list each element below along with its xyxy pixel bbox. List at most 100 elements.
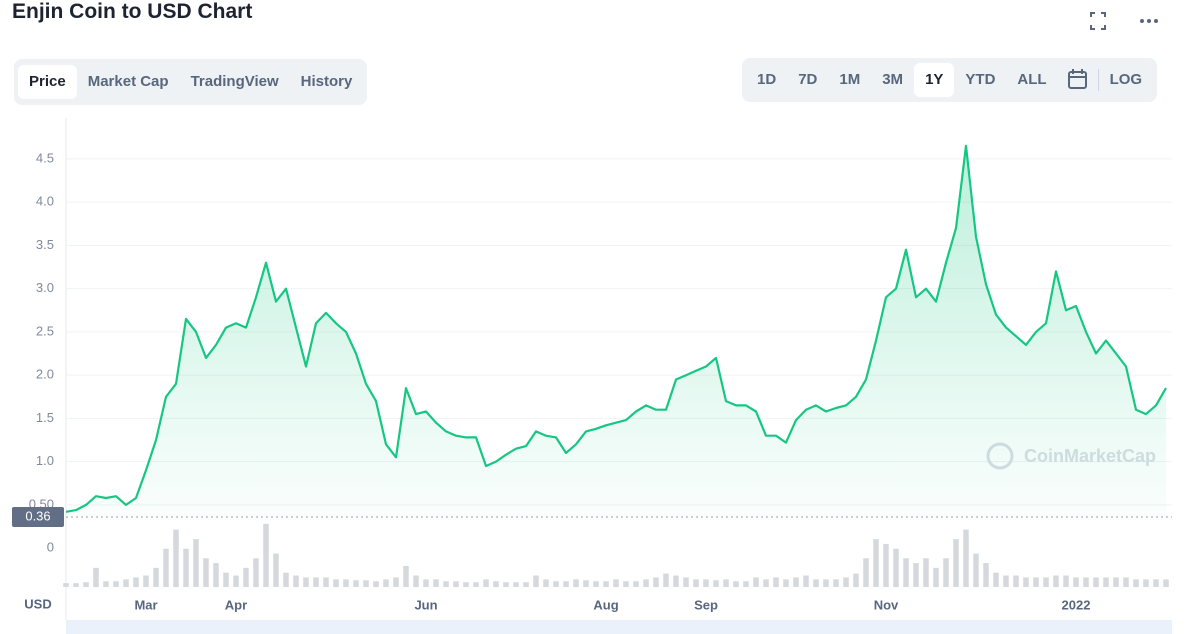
fullscreen-icon[interactable] [1090, 12, 1106, 30]
range-button[interactable]: 3M [882, 71, 904, 88]
volume-bar [773, 577, 779, 587]
more-dot [1154, 19, 1158, 23]
x-tick-label: Jun [414, 597, 437, 612]
volume-bar [1013, 575, 1019, 587]
volume-bar [413, 575, 419, 587]
y-tick-label: 4.5 [36, 150, 54, 165]
volume-bar [763, 579, 769, 587]
volume-bar [443, 581, 449, 587]
more-icon[interactable] [1140, 19, 1144, 23]
volume-bar [63, 583, 69, 587]
x-tick-label: Nov [874, 597, 899, 612]
volume-bar [953, 539, 959, 587]
range-group: 1D 7D 1M 3M 1Y YTD ALL LOG [742, 58, 1158, 102]
log-button[interactable]: LOG [1109, 71, 1143, 88]
volume-bar [213, 563, 219, 587]
x-tick-label: Apr [225, 597, 247, 612]
y-tick-label: 2.5 [36, 323, 54, 338]
volume-bar [723, 579, 729, 587]
volume-bar [293, 575, 299, 587]
tab[interactable]: History [300, 73, 353, 90]
price-line [65, 144, 1167, 513]
volume-bar [823, 579, 829, 587]
volume-bar [483, 579, 489, 587]
price-area [66, 145, 1166, 517]
volume-bar [1153, 579, 1159, 587]
y-tick-label: 4.0 [36, 194, 54, 209]
volume-bar [513, 582, 519, 587]
volume-bar [403, 565, 409, 587]
divider [1097, 69, 1099, 91]
volume-bar [913, 563, 919, 587]
marker-label: 0.36 [25, 508, 50, 523]
volume-bar [1003, 575, 1009, 587]
range-button[interactable]: 7D [798, 71, 818, 88]
volume-bar [303, 577, 309, 587]
volume-bar [563, 581, 569, 587]
volume-bar [323, 577, 329, 587]
more-dot [1147, 19, 1151, 23]
volume-bar [743, 581, 749, 587]
volume-bar [1133, 579, 1139, 587]
volume-bar [1093, 577, 1099, 587]
volume-bar [313, 577, 319, 587]
volume-bar [583, 580, 589, 587]
volume-bar [1033, 577, 1039, 587]
volume-bar [1163, 579, 1169, 587]
tab-group: Price Market Cap TradingView History [14, 59, 368, 105]
volume-bar [903, 558, 909, 587]
y-tick-label: 2.0 [36, 367, 54, 382]
volume-bar [173, 529, 179, 587]
volume-bar [703, 579, 709, 587]
range-button[interactable]: ALL [1017, 71, 1047, 88]
volume-bar [973, 553, 979, 587]
marker-box [12, 507, 64, 527]
volume-bar [283, 572, 289, 587]
volume-bar [333, 579, 339, 587]
volume-bar [163, 548, 169, 587]
range-button[interactable]: 1D [757, 71, 777, 88]
volume-bar [393, 577, 399, 587]
volume-bar [803, 575, 809, 587]
volume-bar [203, 558, 209, 587]
volume-bar [233, 575, 239, 587]
volume-bar [813, 579, 819, 587]
calendar-icon[interactable] [1058, 63, 1098, 97]
volume-bar [363, 580, 369, 587]
range-button[interactable]: 1M [839, 71, 861, 88]
tab[interactable]: TradingView [190, 73, 279, 90]
volume-bar [933, 567, 939, 587]
volume-bar [1083, 577, 1089, 587]
x-tick-label: 2022 [1062, 597, 1091, 612]
volume-bar [383, 579, 389, 587]
volume-bar [1103, 577, 1109, 587]
volume-bar [673, 575, 679, 587]
volume-bar [853, 573, 859, 587]
volume-bar [223, 572, 229, 587]
volume-bar [243, 567, 249, 587]
x-tick-label: Mar [134, 597, 157, 612]
volume-bar [263, 523, 269, 587]
volume-bar [873, 539, 879, 587]
tab[interactable]: Price [18, 65, 77, 99]
volume-bar [143, 575, 149, 587]
navigator[interactable] [66, 620, 1172, 634]
volume-bar [1113, 577, 1119, 587]
volume-bar [713, 580, 719, 587]
volume-bar [683, 577, 689, 587]
volume-bar [543, 579, 549, 587]
volume-bar [553, 581, 559, 587]
volume-bar [943, 558, 949, 587]
volume-bar [833, 579, 839, 587]
tab[interactable]: Market Cap [87, 73, 169, 90]
volume-bar [473, 582, 479, 587]
volume-bar [533, 575, 539, 587]
volume-bar [793, 577, 799, 587]
range-button[interactable]: 1Y [914, 63, 955, 97]
range-button[interactable]: YTD [965, 71, 996, 88]
volume-bar [1073, 577, 1079, 587]
volume-bar [133, 577, 139, 587]
volume-bar [573, 579, 579, 587]
volume-bar [783, 579, 789, 587]
